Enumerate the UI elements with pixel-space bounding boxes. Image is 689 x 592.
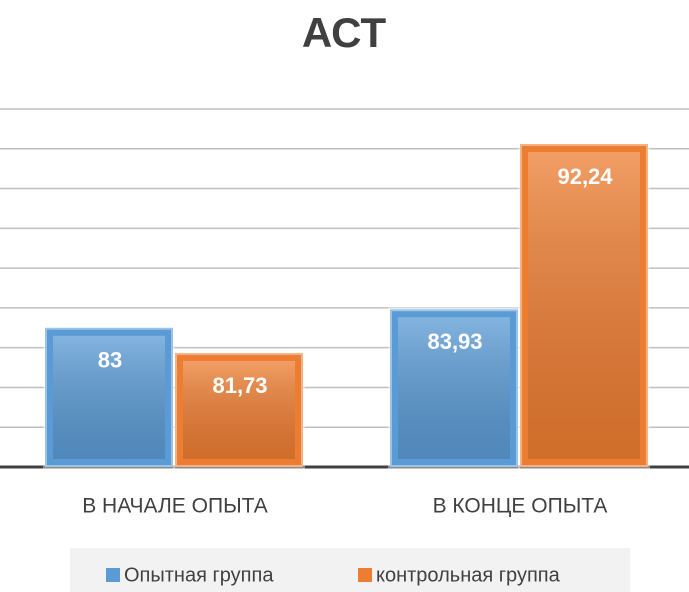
bar-shade (398, 317, 510, 459)
value-label: 83 (98, 348, 122, 373)
legend-background (70, 548, 630, 592)
x-tick-label: В КОНЦЕ ОПЫТА (433, 495, 608, 518)
value-label: 81,73 (212, 373, 267, 398)
value-label: 92,24 (557, 164, 613, 189)
legend-label: Опытная группа (124, 564, 274, 586)
x-tick-label: В НАЧАЛЕ ОПЫТА (82, 495, 268, 518)
legend-label: контрольная группа (376, 564, 561, 586)
bar-shade (183, 361, 295, 459)
legend-swatch (358, 568, 372, 582)
chart-title: АСТ (302, 9, 387, 56)
legend-swatch (106, 568, 120, 582)
bar-shade (53, 335, 165, 459)
bar-shade (528, 152, 640, 459)
value-label: 83,93 (427, 329, 482, 354)
